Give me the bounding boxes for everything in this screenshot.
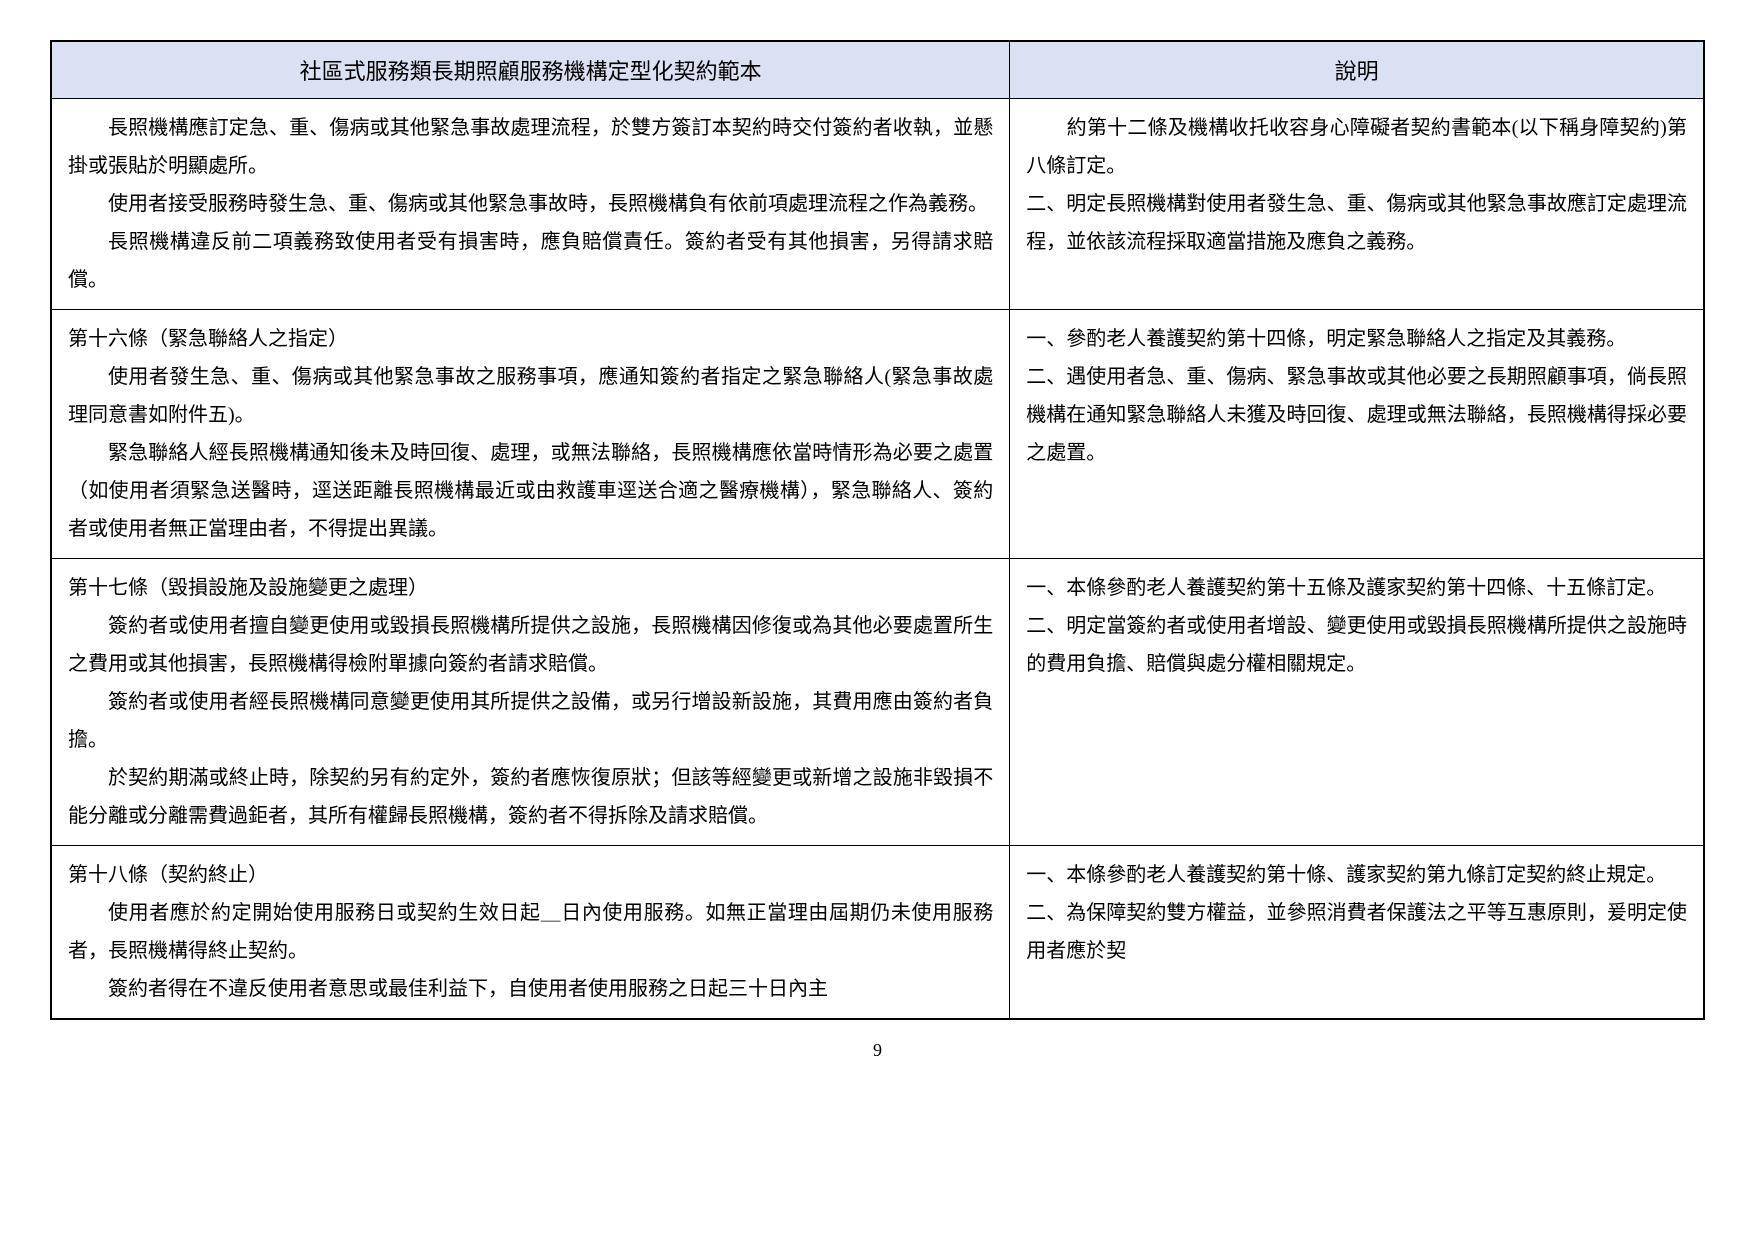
contract-table: 社區式服務類長期照顧服務機構定型化契約範本 說明 長照機構應訂定急、重、傷病或其… <box>50 40 1705 1020</box>
table-row: 第十六條（緊急聯絡人之指定）使用者發生急、重、傷病或其他緊急事故之服務事項，應通… <box>51 310 1704 559</box>
paragraph: 第十八條（契約終止） <box>68 856 993 894</box>
paragraph: 緊急聯絡人經長照機構通知後未及時回復、處理，或無法聯絡，長照機構應依當時情形為必… <box>68 434 993 548</box>
paragraph: 使用者發生急、重、傷病或其他緊急事故之服務事項，應通知簽約者指定之緊急聯絡人(緊… <box>68 358 993 434</box>
header-right: 說明 <box>1010 41 1704 99</box>
paragraph: 使用者接受服務時發生急、重、傷病或其他緊急事故時，長照機構負有依前項處理流程之作… <box>68 185 993 223</box>
paragraph: 於契約期滿或終止時，除契約另有約定外，簽約者應恢復原狀；但該等經變更或新增之設施… <box>68 759 993 835</box>
table-row: 第十七條（毀損設施及設施變更之處理）簽約者或使用者擅自變更使用或毀損長照機構所提… <box>51 559 1704 846</box>
paragraph: 一、參酌老人養護契約第十四條，明定緊急聯絡人之指定及其義務。 <box>1026 320 1687 358</box>
table-row: 長照機構應訂定急、重、傷病或其他緊急事故處理流程，於雙方簽訂本契約時交付簽約者收… <box>51 99 1704 310</box>
table-row: 第十八條（契約終止）使用者應於約定開始使用服務日或契約生效日起＿日內使用服務。如… <box>51 846 1704 1020</box>
header-left: 社區式服務類長期照顧服務機構定型化契約範本 <box>51 41 1010 99</box>
paragraph: 簽約者或使用者經長照機構同意變更使用其所提供之設備，或另行增設新設施，其費用應由… <box>68 683 993 759</box>
page-number: 9 <box>50 1040 1705 1061</box>
paragraph: 簽約者得在不違反使用者意思或最佳利益下，自使用者使用服務之日起三十日內主 <box>68 970 993 1008</box>
paragraph: 二、明定長照機構對使用者發生急、重、傷病或其他緊急事故應訂定處理流程，並依該流程… <box>1026 185 1687 261</box>
paragraph: 二、遇使用者急、重、傷病、緊急事故或其他必要之長期照顧事項，倘長照機構在通知緊急… <box>1026 358 1687 472</box>
table-body: 長照機構應訂定急、重、傷病或其他緊急事故處理流程，於雙方簽訂本契約時交付簽約者收… <box>51 99 1704 1020</box>
cell-left: 第十八條（契約終止）使用者應於約定開始使用服務日或契約生效日起＿日內使用服務。如… <box>51 846 1010 1020</box>
cell-left: 第十七條（毀損設施及設施變更之處理）簽約者或使用者擅自變更使用或毀損長照機構所提… <box>51 559 1010 846</box>
cell-left: 第十六條（緊急聯絡人之指定）使用者發生急、重、傷病或其他緊急事故之服務事項，應通… <box>51 310 1010 559</box>
paragraph: 長照機構違反前二項義務致使用者受有損害時，應負賠償責任。簽約者受有其他損害，另得… <box>68 223 993 299</box>
cell-left: 長照機構應訂定急、重、傷病或其他緊急事故處理流程，於雙方簽訂本契約時交付簽約者收… <box>51 99 1010 310</box>
paragraph: 長照機構應訂定急、重、傷病或其他緊急事故處理流程，於雙方簽訂本契約時交付簽約者收… <box>68 109 993 185</box>
cell-right: 一、本條參酌老人養護契約第十條、護家契約第九條訂定契約終止規定。二、為保障契約雙… <box>1010 846 1704 1020</box>
paragraph: 約第十二條及機構收托收容身心障礙者契約書範本(以下稱身障契約)第八條訂定。 <box>1026 109 1687 185</box>
cell-right: 一、本條參酌老人養護契約第十五條及護家契約第十四條、十五條訂定。二、明定當簽約者… <box>1010 559 1704 846</box>
paragraph: 一、本條參酌老人養護契約第十條、護家契約第九條訂定契約終止規定。 <box>1026 856 1687 894</box>
cell-right: 一、參酌老人養護契約第十四條，明定緊急聯絡人之指定及其義務。二、遇使用者急、重、… <box>1010 310 1704 559</box>
cell-right: 約第十二條及機構收托收容身心障礙者契約書範本(以下稱身障契約)第八條訂定。二、明… <box>1010 99 1704 310</box>
paragraph: 二、為保障契約雙方權益，並參照消費者保護法之平等互惠原則，爰明定使用者應於契 <box>1026 894 1687 970</box>
paragraph: 第十六條（緊急聯絡人之指定） <box>68 320 993 358</box>
paragraph: 二、明定當簽約者或使用者增設、變更使用或毀損長照機構所提供之設施時的費用負擔、賠… <box>1026 607 1687 683</box>
paragraph: 簽約者或使用者擅自變更使用或毀損長照機構所提供之設施，長照機構因修復或為其他必要… <box>68 607 993 683</box>
paragraph: 一、本條參酌老人養護契約第十五條及護家契約第十四條、十五條訂定。 <box>1026 569 1687 607</box>
paragraph: 使用者應於約定開始使用服務日或契約生效日起＿日內使用服務。如無正當理由屆期仍未使… <box>68 894 993 970</box>
paragraph: 第十七條（毀損設施及設施變更之處理） <box>68 569 993 607</box>
header-row: 社區式服務類長期照顧服務機構定型化契約範本 說明 <box>51 41 1704 99</box>
